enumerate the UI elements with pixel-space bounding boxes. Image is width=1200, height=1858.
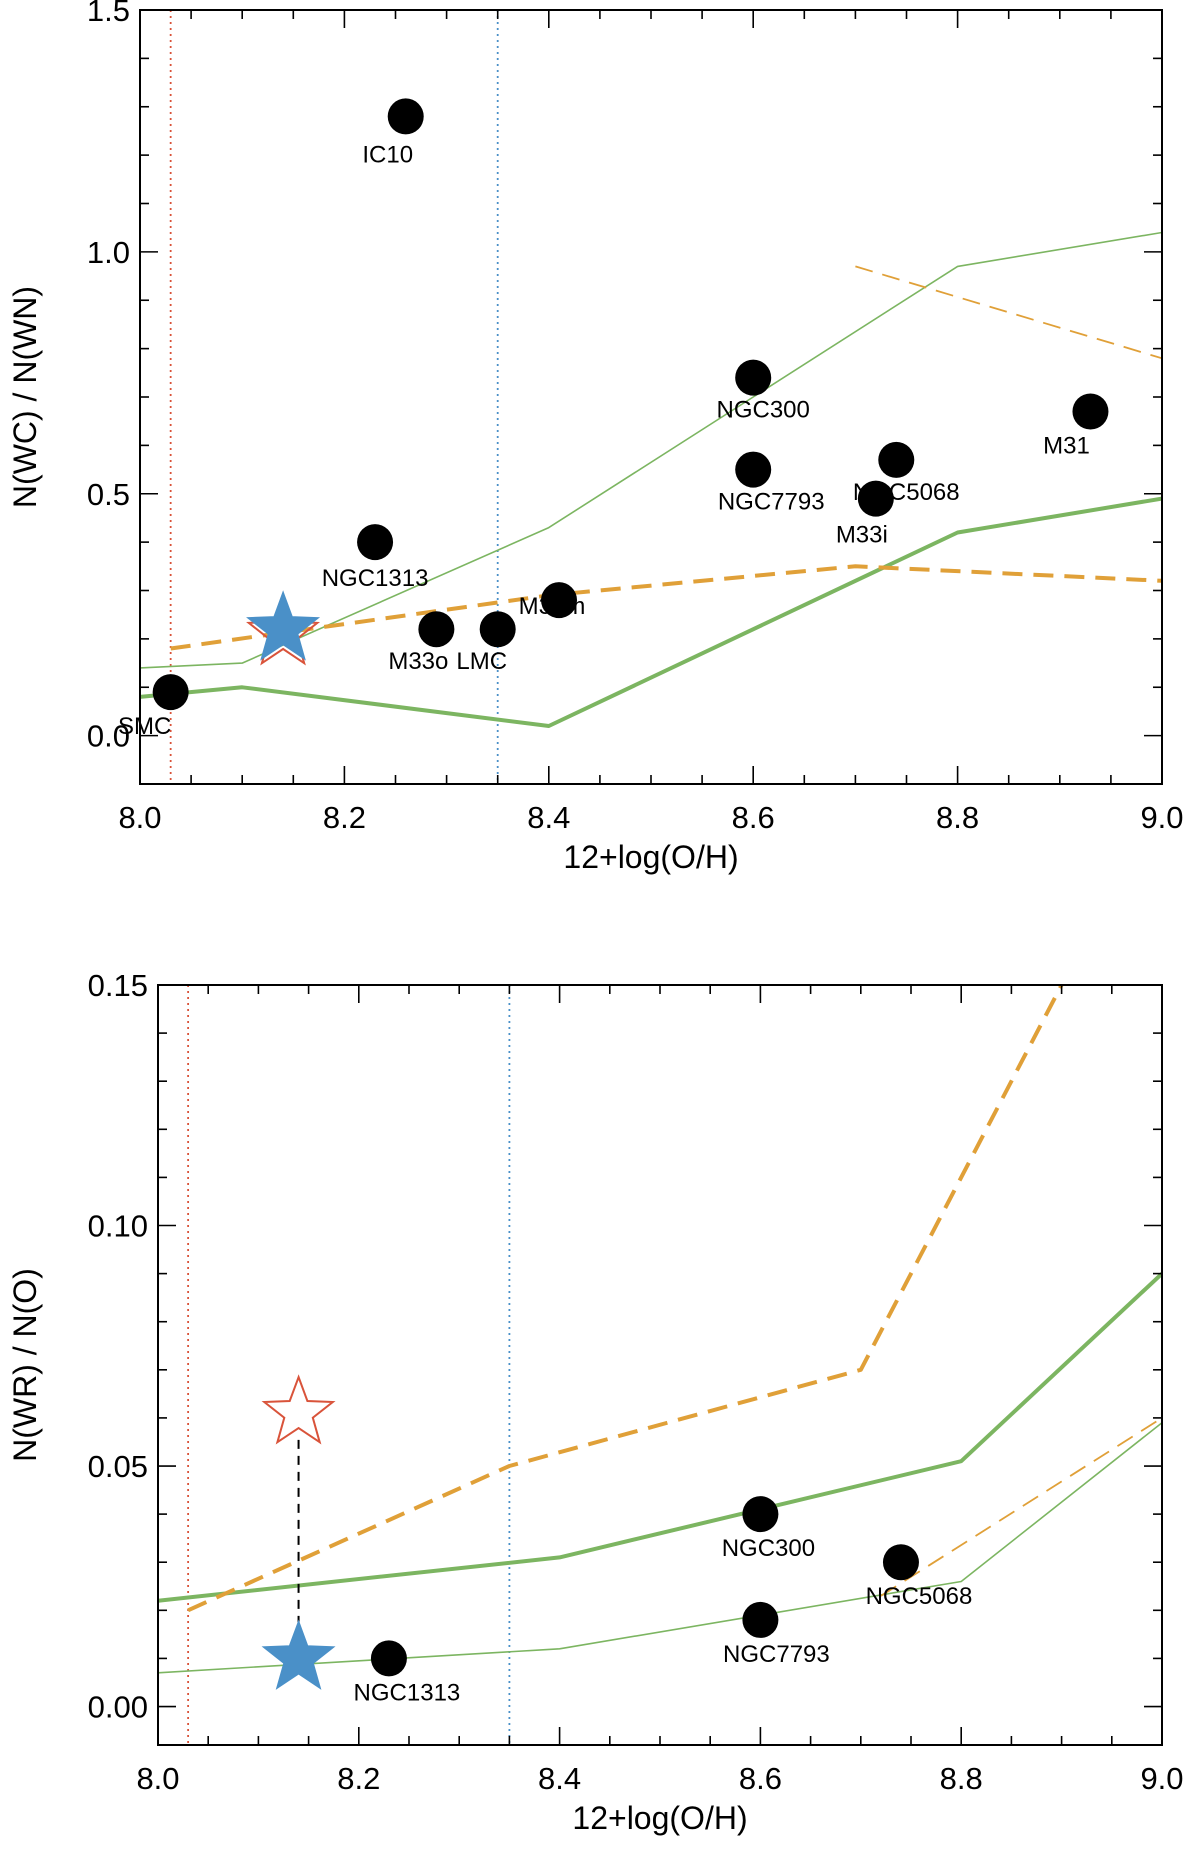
x-tick-label: 8.8 (940, 1761, 983, 1796)
series-group (158, 985, 1162, 1674)
x-tick-label: 9.0 (1140, 800, 1183, 835)
x-axis-label: 12+log(O/H) (563, 839, 738, 875)
star-filled-blue (246, 590, 321, 661)
point-label-IC10: IC10 (362, 141, 413, 168)
series-green-thick (158, 1272, 1162, 1603)
series-group (140, 231, 1162, 728)
point-NGC5068 (878, 441, 915, 478)
panel-bottom-wr-o: NGC1313 NGC300 NGC7793 NGC5068 8.0 8.2 8.4 8.6 8… (7, 968, 1184, 1836)
series-green-thick (140, 496, 1162, 728)
y-tick-label: 0.05 (88, 1449, 148, 1484)
point-NGC7793 (735, 451, 772, 488)
point-label-M33m: M33m (519, 593, 586, 620)
x-tick-label: 8.2 (337, 1761, 380, 1796)
x-axis-label: 12+log(O/H) (572, 1800, 747, 1836)
x-tick-label: 8.6 (732, 800, 775, 835)
x-tick-label: 8.4 (538, 1761, 581, 1796)
point-NGC7793 (742, 1601, 779, 1638)
point-M33i (857, 480, 894, 517)
point-label-NGC7793: NGC7793 (723, 1641, 830, 1668)
point-label-NGC300: NGC300 (722, 1535, 815, 1562)
point-label-NGC300: NGC300 (717, 397, 810, 424)
point-LMC (479, 611, 516, 648)
plot-frame (157, 984, 1163, 1746)
plot-frame (139, 9, 1163, 785)
y-tick-label: 1.0 (87, 235, 130, 270)
point-M33o (418, 611, 455, 648)
point-label-M33i: M33i (836, 522, 888, 549)
point-label-NGC7793: NGC7793 (718, 489, 825, 516)
y-tick-label: 0.10 (88, 1209, 148, 1244)
point-label-NGC1313: NGC1313 (322, 565, 429, 592)
point-label-NGC5068: NGC5068 (853, 479, 960, 506)
x-tick-label: 8.6 (739, 1761, 782, 1796)
x-tick-label: 8.0 (118, 800, 161, 835)
y-tick-label: 0.15 (88, 968, 148, 1003)
point-label-M31: M31 (1043, 433, 1090, 460)
series-green-thin (140, 231, 1162, 669)
y-tick-label: 0.00 (88, 1690, 148, 1725)
series-orange-dashed-thick (170, 564, 1162, 651)
point-NGC5068 (882, 1544, 919, 1581)
star-filled-blue (261, 1619, 336, 1690)
point-NGC300 (742, 1496, 779, 1533)
y-tick-label: 0.0 (87, 719, 130, 754)
x-tick-label: 8.4 (527, 800, 570, 835)
y-axis-label: N(WR) / N(O) (7, 1268, 43, 1462)
y-tick-label: 1.5 (87, 0, 130, 28)
point-label-NGC1313: NGC1313 (354, 1679, 461, 1706)
star-open-red (261, 1374, 336, 1445)
point-SMC (152, 674, 189, 711)
x-tick-label: 8.8 (936, 800, 979, 835)
point-label-LMC: LMC (456, 648, 507, 675)
point-label-NGC5068: NGC5068 (866, 1583, 973, 1610)
series-green-thin (158, 1422, 1162, 1674)
point-label-M33o: M33o (388, 648, 448, 675)
series-orange-dashed-thin (880, 1417, 1162, 1597)
point-NGC300 (735, 359, 772, 396)
point-NGC1313 (357, 524, 394, 561)
y-axis-label: N(WC) / N(WN) (7, 286, 43, 508)
point-M31 (1072, 393, 1109, 430)
point-IC10 (387, 98, 424, 135)
point-M33m (541, 582, 578, 619)
x-tick-label: 8.0 (136, 1761, 179, 1796)
x-tick-label: 8.2 (323, 800, 366, 835)
series-orange-dashed-thick (187, 985, 1064, 1613)
series-orange-dashed-thin (855, 265, 1162, 360)
x-tick-label: 9.0 (1140, 1761, 1183, 1796)
point-NGC1313 (370, 1640, 407, 1677)
y-tick-label: 0.5 (87, 477, 130, 512)
